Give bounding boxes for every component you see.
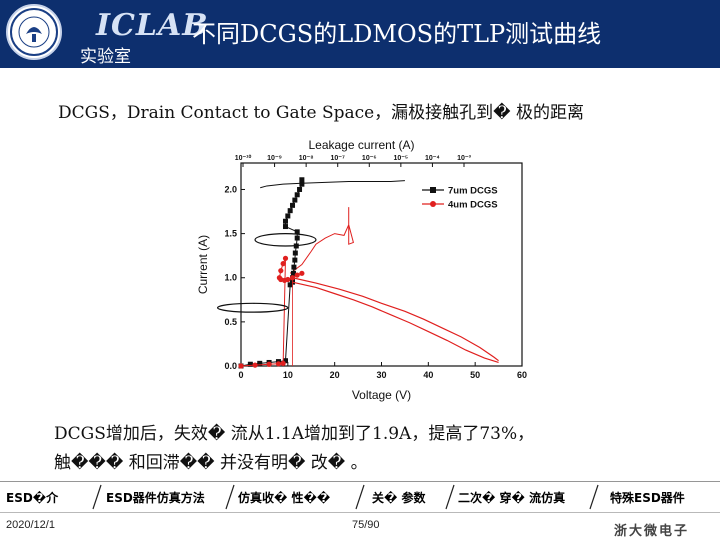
nav-item-special-esd-devices[interactable]: 特殊ESD器件 [610,491,685,505]
data-point-circle [294,272,300,278]
data-point-circle [285,276,291,283]
data-point-square [287,208,293,214]
x2-tick-label: 10⁻⁵ [393,155,408,162]
summary-line-1: DCGS增加后，失效� 流从1.1A增加到了1.9A，提高了73%， [54,424,535,444]
x-tick-label: 60 [517,370,527,380]
x-axis-title: Voltage (V) [352,388,411,402]
x-tick-label: 0 [238,370,243,380]
y-tick-label: 0.5 [224,317,237,327]
data-point-circle [289,275,296,281]
data-point-square [282,224,288,230]
data-point-square [294,229,300,235]
data-point-circle [252,362,258,368]
data-point-square [290,202,296,208]
x2-tick-label: 10⁻⁴ [425,155,440,162]
data-point-square [282,358,288,364]
data-point-square [294,235,300,241]
legend-marker-circle [430,201,436,207]
x-tick-label: 50 [470,370,480,380]
data-point-square [292,197,298,203]
brand-logo-text: ICLAB [96,8,209,43]
brand-logo-subtitle: 实验室 [80,47,131,67]
header-bar: ICLAB 实验室 不同DCGS的LDMOS的TLP测试曲线 [0,0,720,68]
x-tick-label: 20 [330,370,340,380]
data-point-circle [278,268,284,274]
tlp-chart: 0 10 20 30 40 50 60 0.0 0.5 1.0 1.5 2.0 10⁻¹⁰ 10⁻⁹ 10⁻… [197,128,535,410]
y-axis-title: Current (A) [197,235,210,294]
tlp-chart-svg: 0 10 20 30 40 50 60 0.0 0.5 1.0 1.5 2.0 10⁻¹⁰ 10⁻⁹ 10⁻… [197,138,527,402]
x2-tick-label: 10⁻⁷ [331,155,345,162]
series-line [292,277,499,362]
data-point-square [287,282,293,288]
data-point-square [247,361,253,367]
annotation-ellipse [254,233,317,247]
data-point-square [291,264,297,270]
x2-tick-label: 10⁻⁶ [362,155,377,162]
x2-tick-label: 10⁻⁸ [299,155,314,162]
data-point-circle [282,255,289,261]
legend-marker-square [430,187,436,193]
university-seal-logo [6,4,62,60]
leakage-trace [289,207,354,274]
slide-title: 不同DCGS的LDMOS的TLP测试曲线 [192,20,602,48]
footer-brand: 浙大微电子 [614,524,690,539]
nav-separators [0,481,720,510]
data-point-square [292,250,298,256]
y-tick-label: 1.5 [224,229,237,239]
nav-item-key-parameters[interactable]: 关� 参数 [372,491,426,505]
nav-item-simulation-convergence[interactable]: 仿真收� 性�� [238,491,331,505]
data-point-circle [275,361,282,367]
footer-divider [0,512,720,513]
legend-label: 7um DCGS [448,186,498,197]
data-point-square [297,186,303,192]
summary-line-2: 触��� 和回滞�� 并没有明� 改� 。 [54,453,368,473]
data-point-square [292,257,298,263]
annotation-ellipse [216,302,289,313]
y-tick-label: 1.0 [224,273,237,283]
nav-item-secondary-breakdown-simulation[interactable]: 二次� 穿� 流仿真 [458,491,566,505]
y-tick-label: 2.0 [224,184,237,194]
data-point-square [282,218,288,224]
nav-item-esd-simulation-method[interactable]: ESD器件仿真方法 [106,491,205,505]
data-point-square [290,270,296,276]
data-point-square [294,192,300,198]
x2-axis-title: Leakage current (A) [308,138,414,152]
data-point-circle [280,360,286,366]
footer-date: 2020/12/1 [6,519,55,531]
x2-tick-label: 10⁻³ [457,155,471,162]
x-tick-label: 30 [376,370,386,380]
section-nav-bar [0,481,720,511]
footer-page-number: 75/90 [352,519,380,531]
data-point-square [285,213,291,219]
data-point-square [257,360,263,366]
x-tick-label: 40 [423,370,433,380]
legend-box [417,180,519,214]
data-point-circle [266,361,272,367]
summary-text: DCGS增加后，失效� 流从1.1A增加到了1.9A，提高了73%， 触��� … [54,420,694,478]
data-point-circle [238,363,244,369]
slide-subtitle: DCGS，Drain Contact to Gate Space，漏极接触孔到�… [58,103,585,123]
x-tick-label: 10 [283,370,293,380]
data-point-circle [280,261,286,267]
leakage-trace [260,180,405,189]
data-point-square [299,181,305,187]
series-line [292,281,499,364]
nav-item-esd-intro[interactable]: ESD�介 [6,491,59,505]
x2-tick-label: 10⁻¹⁰ [235,154,252,162]
x2-tick-label: 10⁻⁹ [267,155,282,162]
y-tick-label: 0.0 [224,361,237,371]
data-point-square [299,177,305,183]
data-point-circle [299,270,305,276]
legend-label: 4um DCGS [448,200,498,211]
